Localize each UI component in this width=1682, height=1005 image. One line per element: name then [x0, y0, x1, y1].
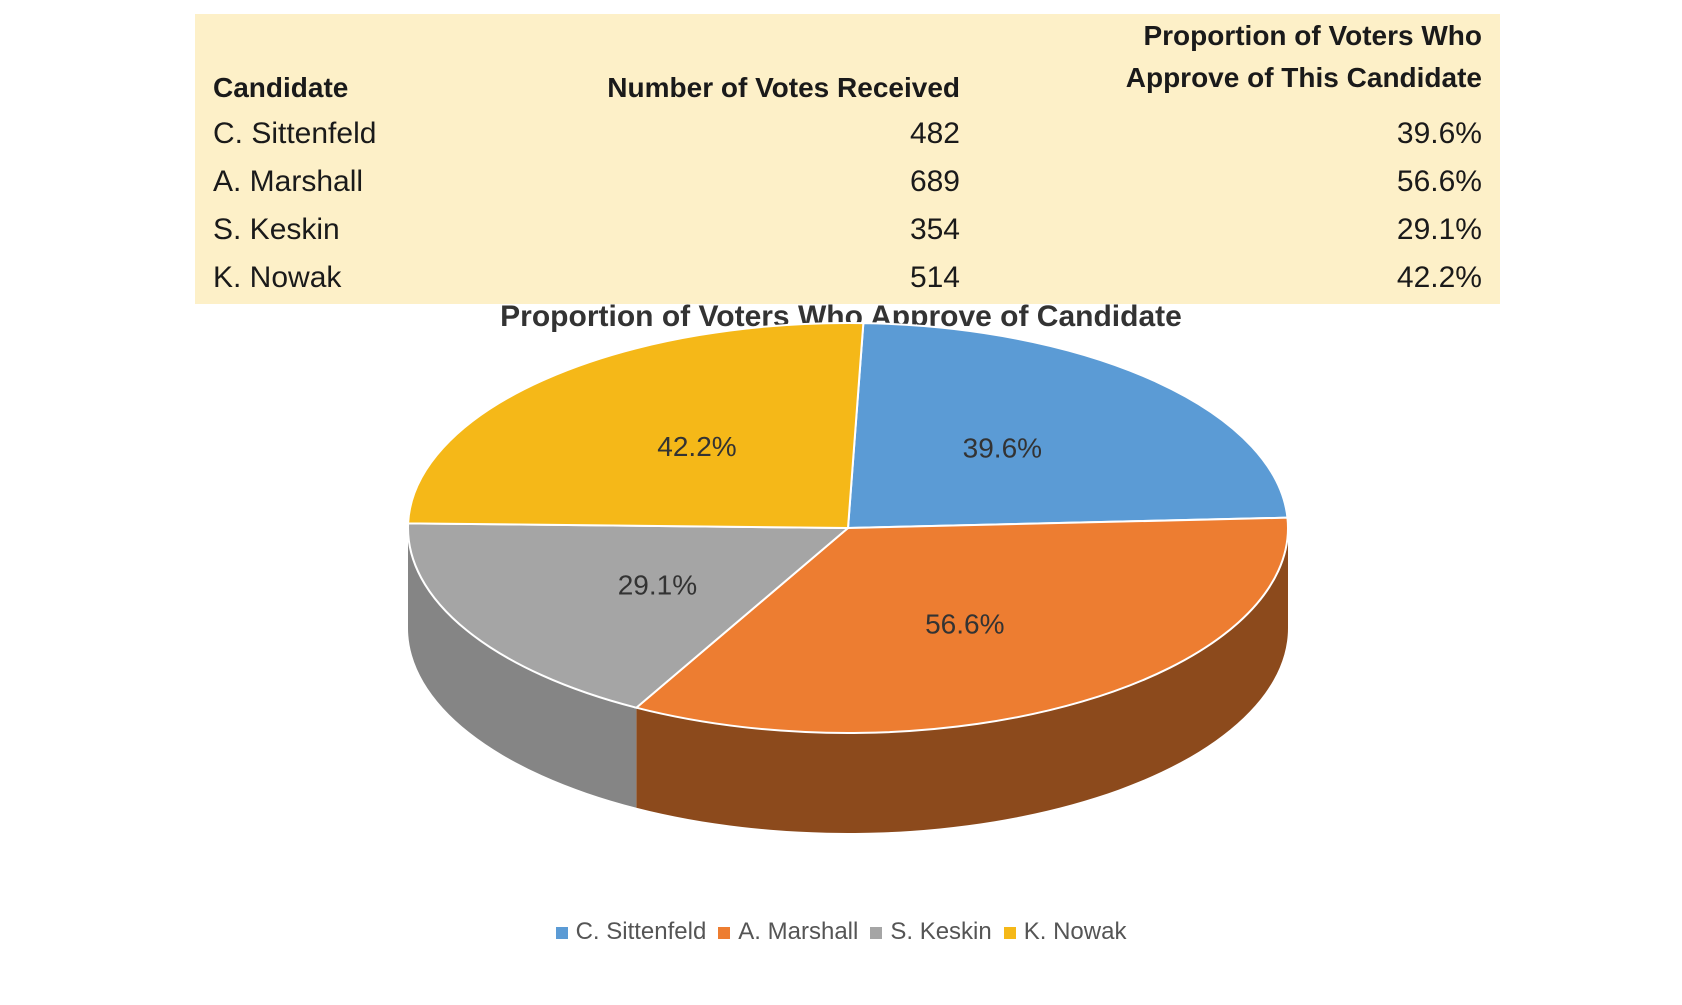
row-1-approval: 39.6%: [1396, 117, 1482, 150]
row-4-approval: 42.2%: [1396, 261, 1482, 294]
legend-item-k-nowak: K. Nowak: [1003, 918, 1127, 946]
pie-side-s-keskin: [408, 528, 637, 808]
row-3-candidate: S. Keskin: [213, 213, 340, 246]
data-label-c-sittenfeld: 39.6%: [963, 433, 1042, 464]
pie-slice-k-nowak: [407, 322, 865, 530]
legend-swatch-k-nowak: [1003, 926, 1016, 939]
legend-item-s-keskin: S. Keskin: [870, 918, 992, 946]
data-label-k-nowak: 42.2%: [657, 431, 736, 462]
legend-label-a-marshall: A. Marshall: [738, 918, 859, 945]
legend-swatch-c-sittenfeld: [555, 926, 568, 939]
row-4-votes: 514: [909, 261, 960, 294]
legend-label-s-keskin: S. Keskin: [890, 918, 992, 945]
header-approval-line2: Approve of This Candidate: [1125, 62, 1482, 93]
row-3-votes: 354: [909, 213, 960, 246]
header-votes: Number of Votes Received: [607, 72, 960, 103]
data-label-s-keskin: 29.1%: [618, 569, 697, 600]
row-1-candidate: C. Sittenfeld: [213, 117, 377, 150]
row-2-candidate: A. Marshall: [213, 165, 364, 198]
legend-item-c-sittenfeld: C. Sittenfeld: [555, 918, 707, 946]
data-label-a-marshall: 56.6%: [925, 609, 1004, 640]
pie-slice-s-keskin: [407, 522, 851, 709]
chart-legend: C. Sittenfeld A. Marshall S. Keskin K. Nowa…: [0, 918, 1682, 946]
row-1-votes: 482: [909, 117, 960, 150]
legend-item-a-marshall: A. Marshall: [718, 918, 858, 946]
pie-slice-a-marshall: [634, 516, 1289, 734]
pie-slice-c-sittenfeld: [846, 322, 1289, 530]
legend-label-c-sittenfeld: C. Sittenfeld: [575, 918, 707, 945]
results-table: Candidate Number of Votes Received Propo…: [195, 14, 1500, 304]
pie-side-a-marshall: [636, 528, 1288, 833]
legend-swatch-a-marshall: [718, 926, 731, 939]
legend-label-k-nowak: K. Nowak: [1023, 918, 1127, 945]
header-candidate: Candidate: [213, 72, 349, 103]
row-4-candidate: K. Nowak: [213, 261, 342, 294]
row-2-approval: 56.6%: [1396, 165, 1482, 198]
header-approval-line1: Proportion of Voters Who: [1143, 20, 1482, 51]
row-2-votes: 689: [909, 165, 960, 198]
row-3-approval: 29.1%: [1396, 213, 1482, 246]
legend-swatch-s-keskin: [870, 926, 883, 939]
